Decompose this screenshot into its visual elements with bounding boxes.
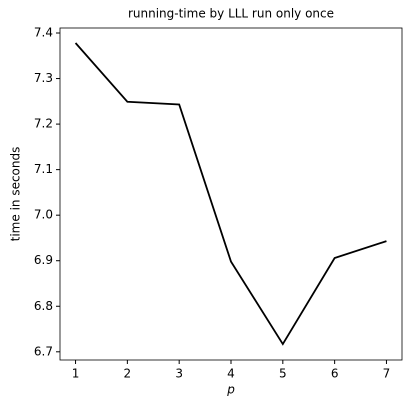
y-tick-label: 7.2 bbox=[34, 117, 53, 131]
plot-frame bbox=[59, 27, 403, 361]
x-tick-label: 5 bbox=[279, 367, 287, 381]
y-tick-label: 7.3 bbox=[34, 71, 53, 85]
y-axis-label: time in seconds bbox=[9, 147, 23, 242]
x-tick-label: 6 bbox=[331, 367, 339, 381]
x-axis-label: p bbox=[226, 383, 235, 397]
y-tick-label: 7.1 bbox=[34, 162, 53, 176]
y-tick-label: 7.0 bbox=[34, 208, 53, 222]
x-tick-label: 7 bbox=[383, 367, 391, 381]
y-tick-label: 6.8 bbox=[34, 299, 53, 313]
x-tick-label: 2 bbox=[124, 367, 132, 381]
x-tick-label: 3 bbox=[175, 367, 183, 381]
y-tick-label: 7.4 bbox=[34, 26, 53, 40]
x-tick-label: 1 bbox=[72, 367, 80, 381]
x-tick-label: 4 bbox=[227, 367, 235, 381]
y-tick-label: 6.9 bbox=[34, 253, 53, 267]
y-tick-label: 6.7 bbox=[34, 344, 53, 358]
chart-title: running-time by LLL run only once bbox=[128, 7, 334, 21]
line-series bbox=[74, 42, 387, 346]
